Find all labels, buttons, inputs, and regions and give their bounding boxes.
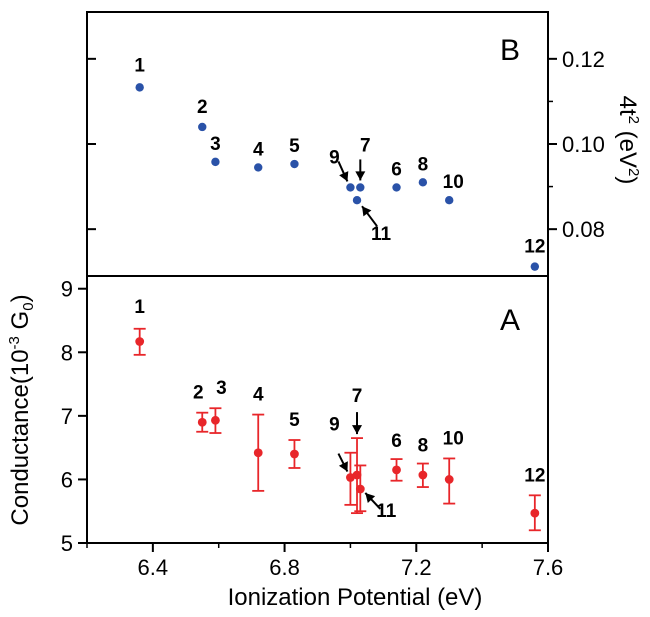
panel-a-arrow-7-head bbox=[352, 425, 363, 435]
panel-a-point-label-3: 3 bbox=[216, 378, 227, 399]
panel-b-point-label-8: 8 bbox=[418, 154, 429, 175]
panel-a-ytick-label: 9 bbox=[61, 277, 73, 302]
panel-a-arrow-9-head bbox=[338, 461, 348, 472]
panel-b-y-axis-title: 4t2 (eV2) bbox=[614, 96, 642, 185]
panel-a-ytick-label: 6 bbox=[61, 467, 73, 492]
panel-a-point-12 bbox=[530, 508, 540, 518]
panel-a-point-10 bbox=[444, 475, 454, 484]
panel-b-point-6 bbox=[392, 183, 401, 192]
panel-a-point-7 bbox=[352, 470, 362, 480]
panel-b-point-9 bbox=[346, 183, 355, 192]
panel-b-point-label-10: 10 bbox=[443, 172, 464, 193]
panel-a-point-11 bbox=[355, 484, 365, 494]
panel-b-arrow-9-head bbox=[339, 171, 349, 182]
panel-a-point-8 bbox=[418, 470, 428, 480]
panel-b-arrow-11-head bbox=[362, 206, 372, 217]
panel-a-point-2 bbox=[197, 417, 207, 427]
panel-a-xtick-label: 7.2 bbox=[401, 555, 432, 580]
panel-b-point-12 bbox=[530, 262, 540, 271]
x-axis-title: Ionization Potential (eV) bbox=[228, 584, 483, 611]
panel-a-ytick-label: 5 bbox=[61, 531, 73, 556]
panel-b-arrow-7-head bbox=[355, 171, 366, 181]
panel-b-point-label-9: 9 bbox=[329, 147, 340, 168]
panel-b-point-5 bbox=[290, 159, 299, 169]
panel-a-arrow-11-head bbox=[365, 492, 376, 503]
panel-a-point-label-5: 5 bbox=[289, 410, 300, 431]
panel-b-point-7 bbox=[356, 183, 365, 192]
panel-a-ytick-label: 7 bbox=[61, 404, 73, 429]
panel-b-ytick-label: 0.10 bbox=[562, 132, 605, 157]
panel-a-letter: A bbox=[500, 304, 520, 337]
panel-b-point-label-1: 1 bbox=[134, 55, 145, 76]
panel-b-point-1 bbox=[135, 83, 144, 92]
panel-b-point-label-6: 6 bbox=[391, 159, 402, 180]
plot-frame bbox=[86, 11, 549, 544]
panel-a-point-label-6: 6 bbox=[391, 431, 402, 452]
panel-a-point-4 bbox=[253, 448, 263, 458]
panel-b-letter: B bbox=[500, 34, 520, 67]
panel-b-point-label-4: 4 bbox=[253, 139, 264, 160]
panel-a-point-6 bbox=[392, 465, 401, 475]
panel-a-ytick-label: 8 bbox=[61, 340, 73, 365]
panel-a-point-label-2: 2 bbox=[193, 383, 204, 404]
panel-b-point-8 bbox=[418, 178, 428, 187]
panel-a-point-label-11: 11 bbox=[376, 501, 397, 522]
panel-b-point-10 bbox=[445, 196, 454, 205]
panel-b-point-label-5: 5 bbox=[289, 136, 300, 157]
panel-b-ytick-label: 0.12 bbox=[562, 47, 605, 72]
panel-b-point-4 bbox=[254, 163, 263, 172]
panel-a-point-label-9: 9 bbox=[329, 415, 340, 436]
panel-a-point-1 bbox=[135, 337, 145, 346]
panel-a-point-3 bbox=[211, 415, 220, 425]
panel-b-point-2 bbox=[198, 122, 207, 132]
panel-a-xtick-label: 6.4 bbox=[138, 555, 169, 580]
panel-a-xtick-label: 6.8 bbox=[269, 555, 300, 580]
panel-a-point-label-12: 12 bbox=[524, 465, 545, 486]
panel-a-xtick-label: 7.6 bbox=[533, 555, 564, 580]
frame bbox=[86, 11, 549, 544]
panel-a-point-label-10: 10 bbox=[443, 428, 464, 449]
panel-a-y-axis-title: Conductance(10-3 G0) bbox=[6, 294, 37, 525]
panel-b-point-11 bbox=[352, 196, 362, 205]
panel-b-point-label-12: 12 bbox=[524, 237, 545, 258]
panel-a-point-label-8: 8 bbox=[418, 436, 429, 457]
panel-b-point-label-2: 2 bbox=[197, 97, 208, 118]
panel-a-point-label-4: 4 bbox=[253, 385, 264, 406]
panel-a-point-label-1: 1 bbox=[134, 297, 145, 318]
panel-b-point-label-7: 7 bbox=[360, 135, 371, 156]
panel-a-point-label-7: 7 bbox=[352, 386, 363, 407]
panel-b-point-label-11: 11 bbox=[371, 224, 392, 245]
panel-b-point-label-3: 3 bbox=[210, 134, 221, 155]
panel-a-point-5 bbox=[290, 449, 299, 459]
panel-b-ytick-label: 0.08 bbox=[562, 217, 605, 242]
panel-b-point-3 bbox=[211, 157, 220, 167]
